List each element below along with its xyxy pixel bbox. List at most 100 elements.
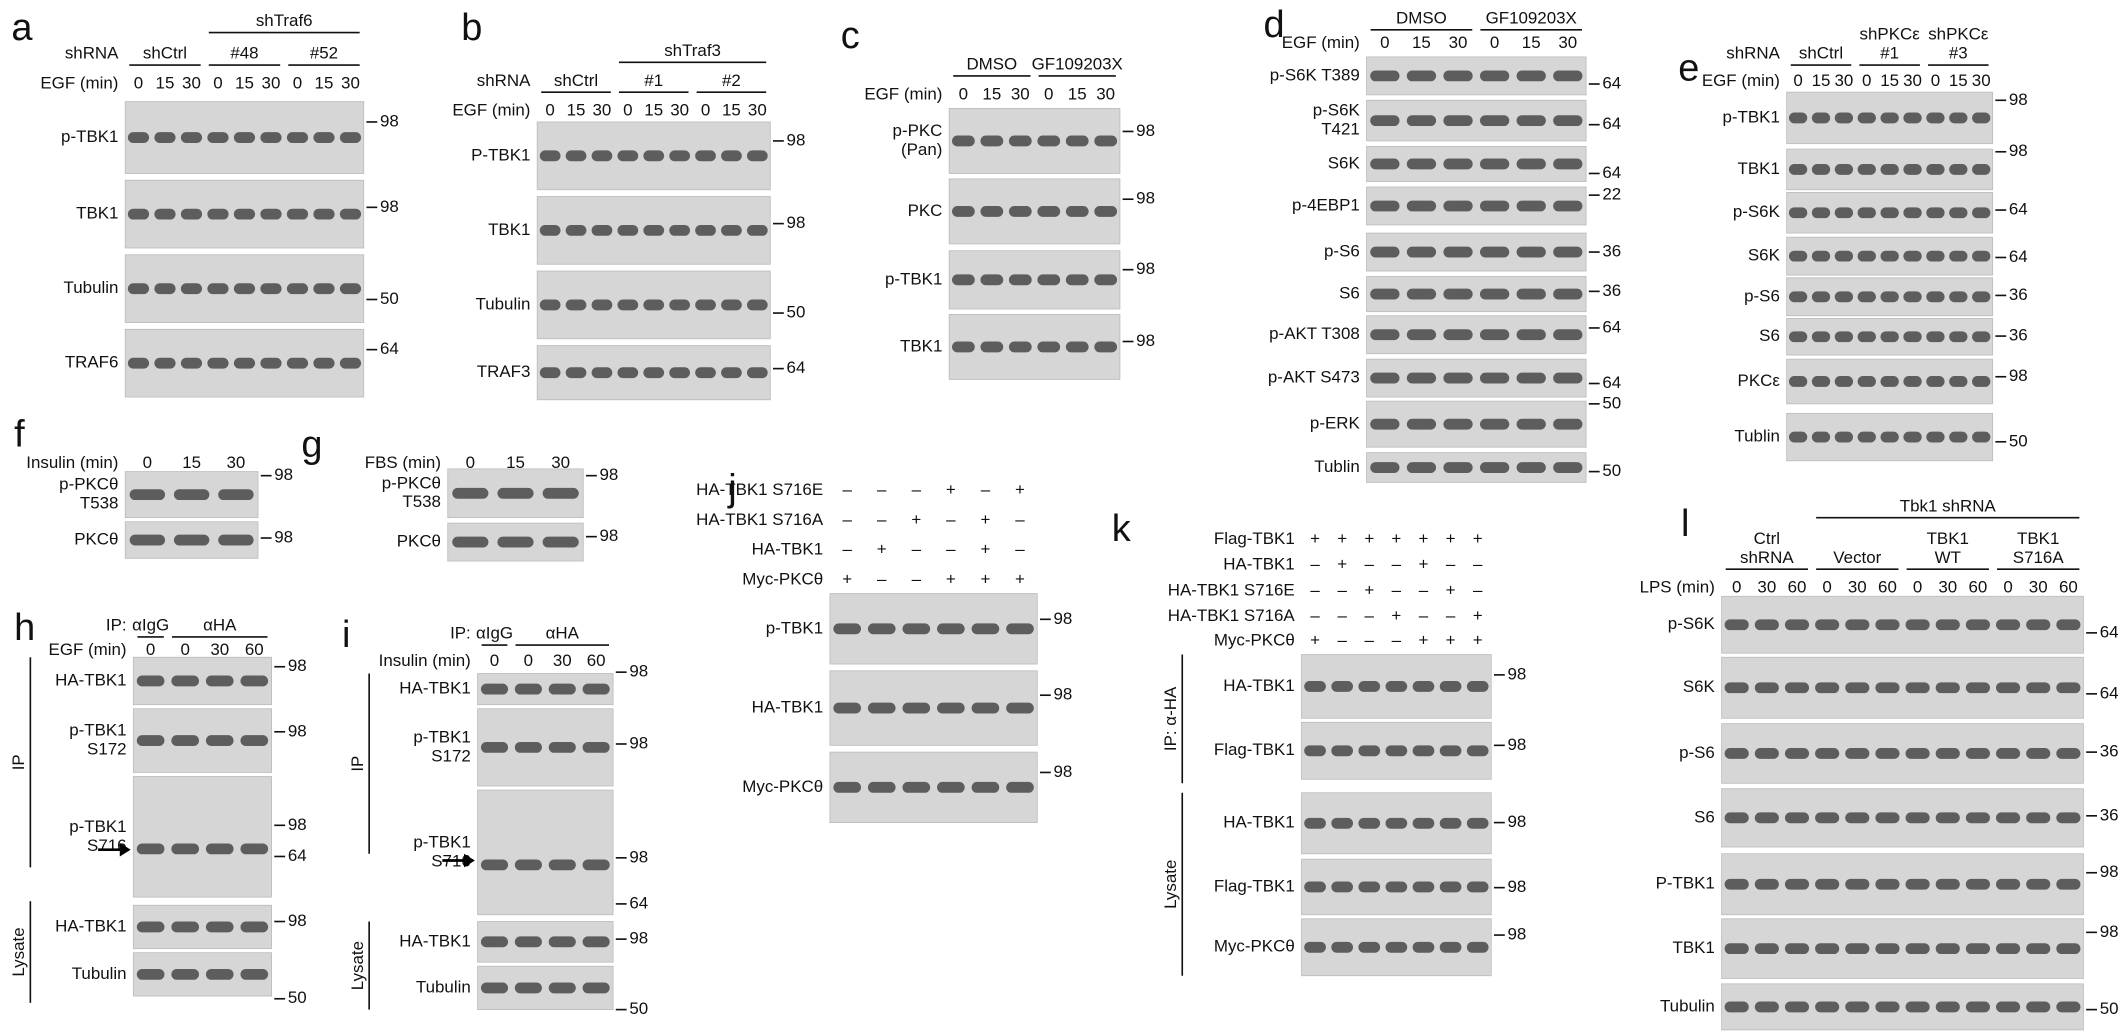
side-label: Lysate: [348, 941, 367, 990]
band: [565, 224, 587, 236]
header-cell: #1: [644, 71, 663, 90]
band: [1443, 418, 1473, 430]
band: [1926, 250, 1945, 262]
header-cell: 30: [551, 453, 570, 472]
header-cell: #48: [230, 44, 258, 63]
band: [1903, 431, 1922, 443]
band: [1935, 619, 1960, 631]
band: [1754, 878, 1779, 890]
header-cell: –: [877, 480, 887, 499]
size-marker: 36: [1602, 281, 1621, 300]
band: [1516, 115, 1546, 127]
band: [1479, 158, 1510, 170]
band: [952, 135, 975, 147]
band: [1811, 250, 1831, 262]
header-cell: +: [1473, 606, 1483, 625]
header-cell: +: [1364, 580, 1374, 599]
header-cell: –: [842, 540, 852, 559]
band: [2056, 619, 2081, 631]
band: [669, 150, 690, 162]
side-label: IP: [348, 756, 367, 772]
band: [339, 283, 362, 295]
band: [867, 702, 896, 714]
band: [1903, 112, 1922, 124]
size-marker: 98: [1054, 685, 1073, 704]
size-marker: 98: [629, 929, 648, 948]
header-cell: +: [1391, 606, 1401, 625]
blot: [1366, 99, 1587, 142]
band: [669, 299, 690, 311]
band: [240, 921, 269, 933]
band: [1466, 680, 1489, 692]
header-cell: shRNA: [1740, 548, 1794, 567]
band: [591, 367, 613, 379]
band: [240, 968, 269, 980]
band: [1965, 682, 1990, 694]
band: [582, 936, 610, 948]
blot: [1366, 315, 1587, 355]
band: [1037, 341, 1061, 353]
header-cell: DMSO: [1396, 8, 1447, 27]
band: [514, 741, 542, 753]
band: [1516, 288, 1546, 300]
band: [1439, 817, 1462, 829]
header-cell: shTraf3: [664, 41, 721, 60]
size-marker: 98: [1507, 735, 1526, 754]
band: [1370, 329, 1400, 341]
band: [539, 224, 561, 236]
blot-label: S172: [431, 746, 471, 765]
band: [1516, 158, 1546, 170]
band: [1788, 291, 1808, 303]
band: [1406, 158, 1437, 170]
band: [1949, 331, 1968, 343]
size-marker: 50: [1602, 461, 1621, 480]
band: [1516, 418, 1546, 430]
band: [127, 357, 150, 369]
panel-letter: e: [1678, 47, 1699, 89]
row-label: EGF (min): [1702, 71, 1780, 90]
size-marker: 36: [2009, 326, 2028, 345]
side-label: Lysate: [9, 927, 28, 976]
blot: [1721, 918, 2084, 979]
band: [937, 623, 965, 635]
blot: [1721, 983, 2084, 1031]
header-cell: #3: [1949, 44, 1968, 63]
band: [286, 357, 309, 369]
band: [2026, 748, 2051, 759]
header-cell: –: [1392, 580, 1402, 599]
band: [1880, 331, 1899, 343]
band: [154, 208, 176, 220]
band: [1466, 745, 1489, 757]
band: [1811, 112, 1831, 124]
band: [1972, 112, 1991, 124]
size-marker: 64: [1602, 317, 1621, 336]
band: [1754, 812, 1779, 824]
band: [2026, 682, 2051, 694]
blot-label: p-4EBP1: [1292, 195, 1360, 214]
band: [1724, 619, 1749, 631]
band: [617, 367, 639, 379]
blot: [1721, 853, 2084, 916]
header-cell: –: [1365, 555, 1375, 574]
size-marker: 64: [380, 339, 399, 358]
band: [867, 781, 896, 793]
size-marker: 64: [1602, 73, 1621, 92]
band: [1037, 135, 1061, 147]
band: [207, 132, 229, 143]
band: [746, 367, 768, 379]
blot: [948, 108, 1121, 174]
blot-label: Tublin: [1314, 457, 1359, 476]
band: [2056, 878, 2081, 890]
row-label: HA-TBK1 S716A: [696, 510, 824, 529]
band: [218, 489, 254, 501]
band: [180, 283, 203, 295]
band: [1845, 1001, 1870, 1013]
band: [1845, 878, 1870, 890]
size-marker: 50: [1602, 393, 1621, 412]
header-cell: +: [946, 569, 956, 588]
size-marker: 98: [1136, 331, 1155, 350]
band: [1406, 372, 1437, 384]
blot: [1721, 656, 2084, 719]
band: [548, 982, 576, 994]
